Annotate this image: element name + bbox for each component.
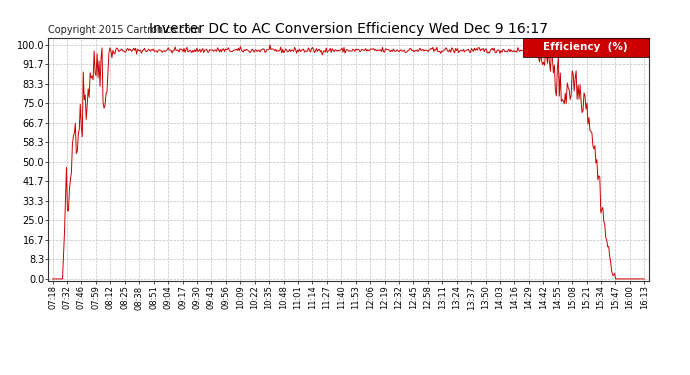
- Text: Copyright 2015 Cartronics.com: Copyright 2015 Cartronics.com: [48, 25, 200, 35]
- Title: Inverter DC to AC Conversion Efficiency Wed Dec 9 16:17: Inverter DC to AC Conversion Efficiency …: [149, 22, 548, 36]
- FancyBboxPatch shape: [522, 38, 649, 57]
- Text: Efficiency  (%): Efficiency (%): [543, 42, 628, 52]
